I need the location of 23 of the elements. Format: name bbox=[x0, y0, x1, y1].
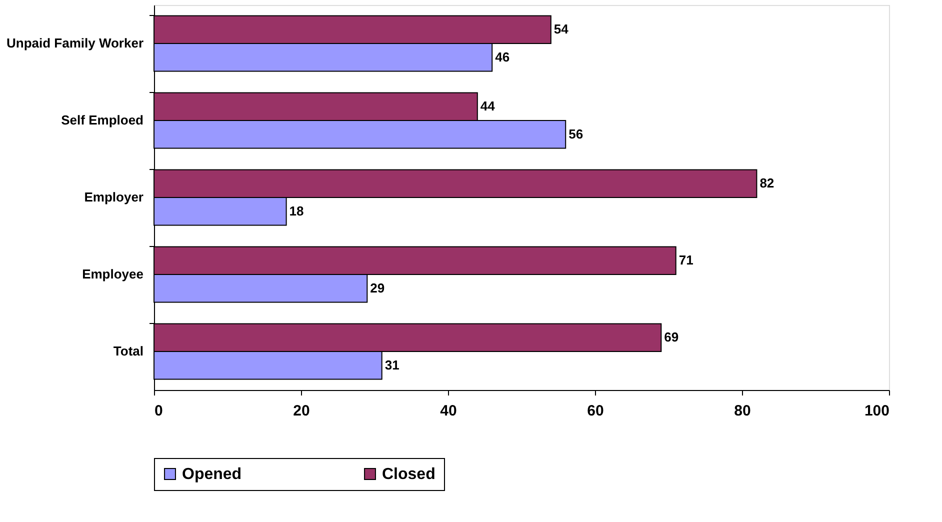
y-tick-label: Unpaid Family Worker bbox=[6, 36, 144, 50]
x-tick-label: 100 bbox=[864, 402, 890, 420]
data-label: 56 bbox=[568, 126, 584, 142]
x-tick-label: 40 bbox=[440, 402, 457, 420]
x-tick-label: 0 bbox=[154, 402, 163, 420]
legend-label: Opened bbox=[182, 466, 242, 483]
data-label: 44 bbox=[480, 98, 496, 114]
data-label: 82 bbox=[760, 176, 774, 191]
y-tick-label: Self Emploed bbox=[61, 112, 144, 128]
x-tick-label: 20 bbox=[293, 402, 310, 420]
legend-label: Closed bbox=[382, 466, 436, 483]
data-label: 54 bbox=[554, 22, 570, 37]
y-tick-label: Employer bbox=[84, 190, 144, 204]
y-tick-label: Total bbox=[113, 344, 144, 358]
x-tick-label: 60 bbox=[587, 402, 604, 420]
data-label: 69 bbox=[664, 330, 679, 345]
data-label: 31 bbox=[384, 357, 400, 372]
data-label: 18 bbox=[289, 203, 304, 218]
x-tick-label: 80 bbox=[734, 402, 751, 420]
data-label: 46 bbox=[495, 49, 510, 64]
data-label: 71 bbox=[678, 252, 694, 268]
data-label: 29 bbox=[370, 280, 385, 296]
y-tick-label: Employee bbox=[82, 266, 144, 282]
